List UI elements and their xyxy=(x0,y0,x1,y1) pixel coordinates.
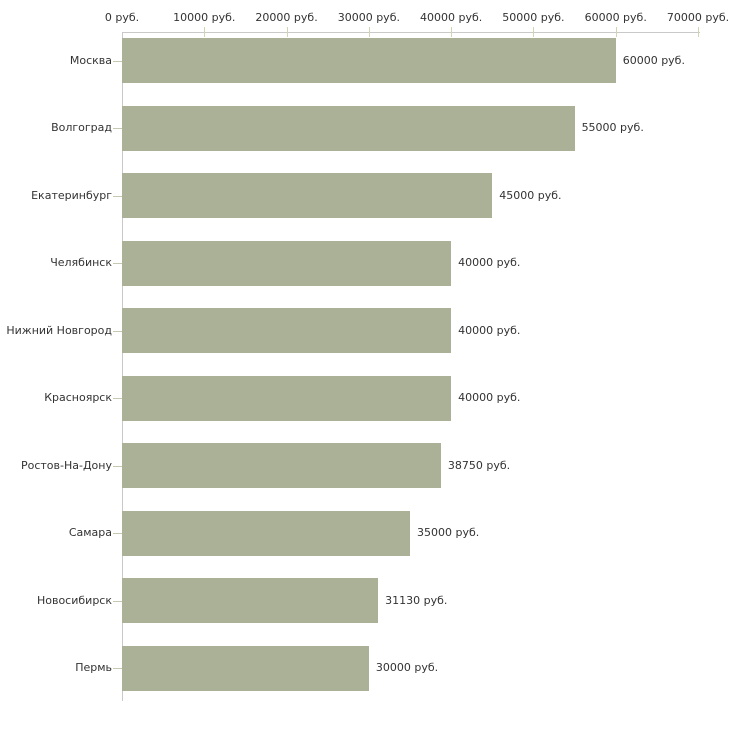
bar xyxy=(122,173,493,218)
y-axis-tick-mark xyxy=(113,330,122,332)
bar xyxy=(122,308,452,353)
y-axis-tick-mark xyxy=(113,263,122,264)
x-axis-tick-mark xyxy=(286,27,288,37)
x-axis-tick-label: 10000 руб. xyxy=(173,11,236,24)
category-label: Ростов-На-Дону xyxy=(20,458,112,472)
value-label: 35000 руб. xyxy=(417,526,480,539)
y-axis-tick-mark xyxy=(113,60,122,62)
bar xyxy=(122,105,575,151)
value-label: 31130 руб. xyxy=(385,593,448,607)
value-label: 45000 руб. xyxy=(499,188,562,202)
y-axis-tick-mark xyxy=(113,668,122,669)
y-axis-tick-mark xyxy=(113,465,122,467)
category-label: Новосибирск xyxy=(36,593,112,607)
y-axis-line xyxy=(122,32,123,701)
x-axis-tick-label: 60000 руб. xyxy=(584,11,647,24)
bar xyxy=(122,375,452,421)
value-label: 30000 руб. xyxy=(375,661,439,674)
x-axis-line xyxy=(122,32,700,33)
x-axis-tick-label: 50000 руб. xyxy=(502,11,565,24)
y-axis-tick-mark xyxy=(113,195,122,197)
y-axis-tick-mark xyxy=(113,533,122,534)
x-axis-tick-mark xyxy=(204,27,206,37)
value-label: 40000 руб. xyxy=(458,323,521,337)
bar xyxy=(122,645,369,691)
category-label: Нижний Новгород xyxy=(6,323,112,337)
x-axis-tick-mark xyxy=(615,27,617,37)
category-label: Челябинск xyxy=(50,256,112,269)
category-label: Москва xyxy=(69,53,112,67)
x-axis-tick-label: 70000 руб. xyxy=(666,11,730,24)
value-label: 60000 руб. xyxy=(622,53,685,67)
category-label: Пермь xyxy=(75,661,112,674)
category-label: Красноярск xyxy=(44,391,112,404)
x-axis-tick-mark xyxy=(698,27,699,37)
value-label: 40000 руб. xyxy=(458,391,521,404)
bar xyxy=(122,38,616,83)
y-axis-tick-mark xyxy=(113,398,122,399)
x-axis-tick-label: 40000 руб. xyxy=(420,11,483,24)
bar xyxy=(122,510,410,556)
x-axis-tick-label: 20000 руб. xyxy=(255,11,318,24)
category-label: Самара xyxy=(68,526,112,539)
bar xyxy=(122,240,452,286)
x-axis-tick-mark xyxy=(533,27,535,37)
x-axis-tick-label: 30000 руб. xyxy=(337,11,400,24)
category-label: Екатеринбург xyxy=(31,188,112,202)
bar xyxy=(122,578,379,623)
y-axis-tick-mark xyxy=(113,128,122,129)
category-label: Волгоград xyxy=(51,121,112,134)
value-label: 55000 руб. xyxy=(581,121,644,134)
value-label: 40000 руб. xyxy=(458,256,521,269)
y-axis-tick-mark xyxy=(113,600,122,602)
x-axis-tick-mark xyxy=(451,27,453,37)
x-axis-tick-mark xyxy=(368,27,370,37)
x-axis-tick-label: 0 руб. xyxy=(104,11,140,24)
value-label: 38750 руб. xyxy=(447,458,511,472)
bar xyxy=(122,443,441,488)
